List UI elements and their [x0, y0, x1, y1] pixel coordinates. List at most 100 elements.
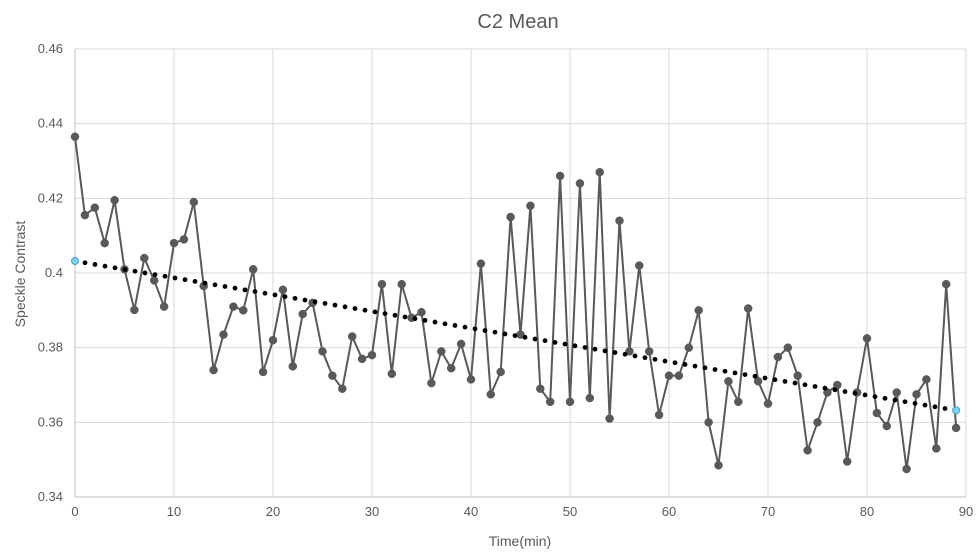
x-axis-title: Time(min) [489, 533, 551, 549]
trendline-dot [642, 355, 648, 361]
trendline-dot [532, 336, 538, 342]
trendline-dot [882, 395, 888, 401]
trendline-dot [212, 282, 218, 288]
data-point [803, 446, 812, 455]
data-point [357, 354, 367, 364]
trendline-dot [382, 311, 388, 316]
trendline-dot [552, 340, 558, 345]
tick-labels: 0.34 0.36 0.38 0.4 0.42 0.44 0.46 0 10 20 30 40 50 60… [38, 41, 974, 519]
data-point [70, 132, 80, 141]
trendline-dot [202, 280, 208, 286]
data-point [209, 365, 218, 375]
data-point [130, 305, 139, 315]
data-point [615, 216, 624, 225]
data-point [268, 335, 278, 345]
trendline-dot [872, 394, 878, 400]
data-point [278, 285, 288, 295]
data-series [70, 132, 961, 474]
data-point [248, 265, 258, 274]
trendline-dot [302, 297, 308, 303]
trendline-dot [142, 270, 148, 276]
data-point [625, 347, 634, 356]
trendline-dot [612, 350, 618, 355]
data-point [347, 332, 357, 341]
trendline-dot [312, 299, 318, 305]
trendline-dot [842, 389, 848, 394]
trendline-dot [662, 358, 668, 364]
data-point [496, 367, 505, 377]
data-point [724, 377, 733, 386]
data-point [367, 350, 377, 360]
trendline-dot [632, 353, 638, 359]
y-axis-title: Speckle Contrast [12, 221, 28, 328]
grid-lines [74, 48, 967, 498]
data-point [149, 276, 159, 285]
trendline-dot [622, 351, 628, 357]
y-tick-label: 0.44 [38, 116, 63, 131]
trendline-dot [252, 289, 258, 294]
x-tick-label: 60 [662, 504, 676, 519]
trendline-dot [912, 401, 918, 406]
trendline-dot [172, 275, 178, 281]
trendline-dot [462, 324, 468, 330]
trendline-endpoint-marker [952, 406, 961, 415]
data-point [783, 343, 793, 352]
data-point [793, 371, 802, 380]
trendline-dot [232, 285, 238, 291]
data-point [595, 167, 604, 177]
data-point [813, 418, 822, 427]
data-point [476, 259, 486, 268]
trendline-dot [442, 321, 448, 327]
x-tick-label: 70 [761, 504, 775, 519]
data-point [219, 330, 228, 339]
trendline-dot [582, 345, 588, 350]
trendline-dot [782, 378, 788, 384]
data-point [229, 302, 238, 311]
trendline-dot [502, 331, 508, 337]
trendline-dot [402, 314, 408, 320]
trendline-dot [362, 307, 368, 313]
trendline-dot [112, 265, 118, 271]
data-point [110, 195, 119, 205]
data-point [565, 397, 575, 407]
data-point [892, 388, 901, 397]
data-point [80, 210, 90, 220]
data-point [694, 306, 703, 315]
trendline-dot [522, 334, 528, 340]
x-tick-label: 80 [860, 504, 874, 519]
data-point [941, 279, 951, 289]
y-tick-label: 0.38 [38, 340, 63, 355]
trendline-dot [712, 367, 718, 372]
trendline-dot [122, 267, 128, 272]
data-point [674, 371, 684, 380]
data-point [763, 399, 773, 408]
data-point [734, 397, 743, 407]
trendline-dot [272, 292, 278, 298]
trendline-dot [392, 312, 398, 318]
trendline-dot [282, 294, 288, 300]
trendline-dot [372, 309, 378, 315]
x-tick-label: 30 [365, 504, 379, 519]
trendline-dot [342, 304, 348, 310]
data-point [605, 414, 614, 423]
chart-title: C2 Mean [477, 11, 558, 33]
data-point [526, 201, 535, 211]
trendline-dot [602, 348, 608, 354]
trendline-dot [902, 399, 908, 405]
data-point [585, 393, 595, 403]
trendline-dot [742, 372, 748, 378]
trendline-dot [702, 365, 708, 371]
data-point [833, 380, 842, 390]
data-point [753, 377, 763, 386]
y-tick-label: 0.36 [38, 414, 63, 429]
trendline-dot [332, 302, 338, 308]
data-point [714, 461, 723, 470]
trendline-dot [762, 375, 768, 381]
data-point [664, 371, 674, 380]
trendline-dot [162, 273, 168, 279]
data-point [338, 384, 347, 393]
data-point [545, 397, 555, 407]
trendline-dot [542, 338, 548, 344]
data-point [842, 457, 852, 466]
data-point [862, 334, 872, 343]
